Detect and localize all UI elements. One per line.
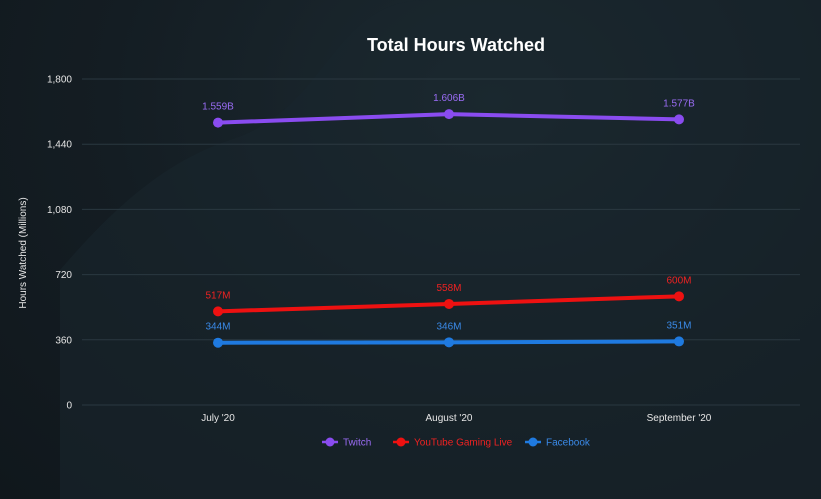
background-wave-shape-2 [60,0,821,499]
legend-label: Facebook [546,438,591,449]
legend-item[interactable]: YouTube Gaming Live [393,437,513,449]
data-label: 517M [205,290,230,301]
x-axis-ticks: July '20 August '20 September '20 [201,413,712,424]
data-label: 1.577B [663,98,695,109]
data-label: 344M [205,322,230,333]
y-tick-label: 720 [55,270,72,281]
x-tick-label: August '20 [426,413,473,424]
legend: Twitch YouTube Gaming Live Facebook [322,437,591,449]
y-axis-label: Hours Watched (Millions) [18,197,29,308]
data-point [444,337,454,348]
data-point [674,114,684,125]
series-youtube-gaming-live: 517M 558M 600M [205,275,692,317]
legend-label: YouTube Gaming Live [414,438,513,449]
y-tick-label: 0 [66,401,72,412]
x-tick-label: September '20 [647,413,712,424]
y-axis-ticks: 0 360 720 1,080 1,440 1,800 [47,75,72,412]
legend-swatch-marker [396,437,406,447]
legend-item[interactable]: Facebook [525,437,591,449]
data-label: 558M [436,283,461,294]
data-point [213,337,223,348]
data-point [674,291,684,302]
y-tick-label: 1,800 [47,75,72,86]
legend-swatch-marker [325,437,335,447]
legend-label: Twitch [343,438,371,449]
data-point [213,117,223,128]
series-facebook: 344M 346M 351M [205,320,692,348]
chart-title: Total Hours Watched [367,35,545,55]
data-label: 351M [666,320,691,331]
data-label: 346M [436,321,461,332]
data-point [674,336,684,347]
data-point [444,109,454,120]
y-tick-label: 1,440 [47,140,72,151]
data-point [213,306,223,317]
series-group: 1.559B 1.606B 1.577B 517M 558M 600M 344M 346M 35… [202,93,695,348]
series-twitch: 1.559B 1.606B 1.577B [202,93,695,128]
legend-swatch-marker [528,437,538,447]
data-point [444,298,454,309]
y-tick-label: 360 [55,335,72,346]
data-label: 1.559B [202,102,234,113]
data-label: 1.606B [433,93,465,104]
y-tick-label: 1,080 [47,205,72,216]
data-label: 600M [666,275,691,286]
legend-item[interactable]: Twitch [322,437,371,449]
x-tick-label: July '20 [201,413,235,424]
